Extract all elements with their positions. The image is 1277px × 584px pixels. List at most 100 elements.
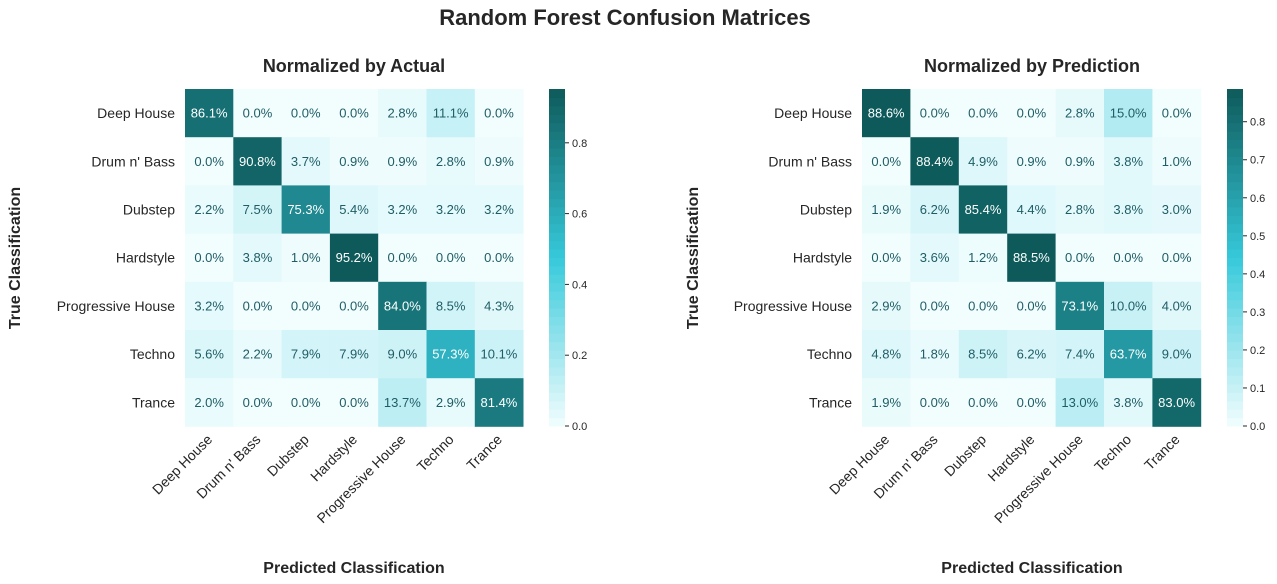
colorbar-segment: [1227, 257, 1243, 267]
heatmap-cell: [233, 233, 282, 283]
cell-label: 3.6%: [920, 250, 950, 265]
colorbar-segment: [1227, 409, 1243, 419]
colorbar-tick-label: 0.6: [572, 209, 587, 221]
heatmap-cell: [1007, 137, 1056, 186]
heatmap-cell: [910, 89, 960, 138]
heatmap-cell: [1104, 137, 1153, 186]
cell-label: 1.8%: [920, 347, 950, 362]
cell-label: 0.9%: [484, 154, 514, 169]
panel-title: Normalized by Prediction: [924, 56, 1140, 76]
colorbar-segment: [549, 114, 565, 124]
colorbar-segment: [549, 265, 565, 275]
row-tick-label: Drum n' Bass: [91, 153, 175, 169]
row-tick-label: Dubstep: [123, 202, 175, 218]
heatmap-cell: [1007, 281, 1056, 331]
heatmap-cell: [1152, 378, 1202, 427]
cell-label: 85.4%: [965, 202, 1002, 217]
cell-label: 8.5%: [436, 298, 466, 313]
row-tick-label: Progressive House: [57, 298, 175, 314]
heatmap-cell: [862, 330, 911, 379]
heatmap-cell: [910, 185, 960, 234]
colorbar-segment: [1227, 114, 1243, 124]
cell-label: 73.1%: [1061, 298, 1098, 313]
column-tick-label: Techno: [1091, 431, 1134, 474]
colorbar-segment: [1227, 274, 1243, 284]
cell-label: 0.9%: [1017, 154, 1047, 169]
cell-label: 88.4%: [916, 154, 953, 169]
cell-label: 2.9%: [871, 298, 901, 313]
colorbar-segment: [549, 417, 565, 427]
cell-label: 0.0%: [339, 298, 369, 313]
colorbar-segment: [1227, 417, 1243, 427]
heatmap-cell: [329, 89, 379, 138]
heatmap-cell: [185, 281, 234, 331]
colorbar-segment: [549, 105, 565, 115]
heatmap-cell: [378, 185, 427, 234]
cell-label: 7.9%: [291, 347, 321, 362]
colorbar-segment: [1227, 249, 1243, 258]
cell-label: 84.0%: [384, 298, 421, 313]
heatmap-panel-actual: Normalized by Actual True Classification P…: [7, 56, 587, 577]
cell-label: 0.0%: [1162, 106, 1192, 121]
cell-label: 3.2%: [484, 202, 514, 217]
colorbar-segment: [1227, 181, 1243, 191]
row-tick-label: Techno: [130, 346, 175, 362]
cell-label: 5.4%: [339, 202, 369, 217]
colorbar-tick-label: 0.8: [572, 138, 587, 150]
heatmap-cell: [1104, 233, 1153, 283]
row-tick-label: Techno: [807, 346, 852, 362]
colorbar-segment: [1227, 131, 1243, 141]
heatmap-cell: [910, 137, 960, 186]
colorbar-segment: [549, 308, 565, 317]
cell-label: 0.0%: [920, 106, 950, 121]
colorbar: 0.0 0.1 0.2 0.3 0.4 0.5 0.6 0.7 0.8: [1227, 89, 1265, 433]
cell-label: 0.0%: [436, 250, 466, 265]
colorbar-segment: [1227, 367, 1243, 376]
heatmap-cell: [862, 378, 911, 427]
cell-label: 0.0%: [968, 298, 998, 313]
cell-label: 2.2%: [243, 347, 273, 362]
cell-label: 0.0%: [871, 154, 901, 169]
colorbar-segment: [1227, 240, 1243, 250]
cell-label: 57.3%: [432, 347, 469, 362]
colorbar-segment: [549, 147, 565, 157]
heatmap-cell: [185, 233, 234, 283]
heatmap-cell: [862, 281, 911, 331]
heatmap-cell: [910, 233, 960, 283]
colorbar-tick-label: 0.7: [1250, 155, 1265, 167]
heatmap-cell: [474, 137, 524, 186]
cell-label: 1.2%: [968, 250, 998, 265]
heatmap-cell: [958, 330, 1008, 379]
cell-label: 81.4%: [481, 395, 518, 410]
colorbar-segment: [1227, 190, 1243, 200]
heatmap-cell: [862, 185, 911, 234]
cell-label: 6.2%: [920, 202, 950, 217]
heatmap-cell: [329, 378, 379, 427]
colorbar-segment: [549, 164, 565, 174]
heatmap-cell: [862, 233, 911, 283]
colorbar-segment: [549, 400, 565, 410]
heatmap-cell: [281, 378, 331, 427]
cell-label: 4.8%: [871, 347, 901, 362]
heatmap-cell: [426, 378, 476, 427]
cell-label: 5.6%: [194, 347, 224, 362]
heatmap-cell: [1055, 281, 1105, 331]
heatmap-cell: [1007, 89, 1056, 138]
heatmap-cell: [281, 89, 331, 138]
heatmap-cell: [1152, 137, 1202, 186]
cell-label: 0.9%: [1065, 154, 1095, 169]
colorbar-segment: [549, 324, 565, 334]
cell-label: 3.8%: [1113, 154, 1143, 169]
colorbar-tick-label: 0.5: [1250, 231, 1265, 243]
cell-label: 95.2%: [336, 250, 373, 265]
heatmap-cell: [958, 378, 1008, 427]
cell-label: 0.9%: [339, 154, 369, 169]
heatmap-cell: [474, 233, 524, 283]
colorbar-segment: [1227, 282, 1243, 292]
heatmap-cell: [1152, 89, 1202, 138]
cell-label: 0.0%: [243, 395, 273, 410]
colorbar-segment: [1227, 383, 1243, 393]
heatmap-cell: [329, 330, 379, 379]
colorbar-segment: [1227, 341, 1243, 351]
